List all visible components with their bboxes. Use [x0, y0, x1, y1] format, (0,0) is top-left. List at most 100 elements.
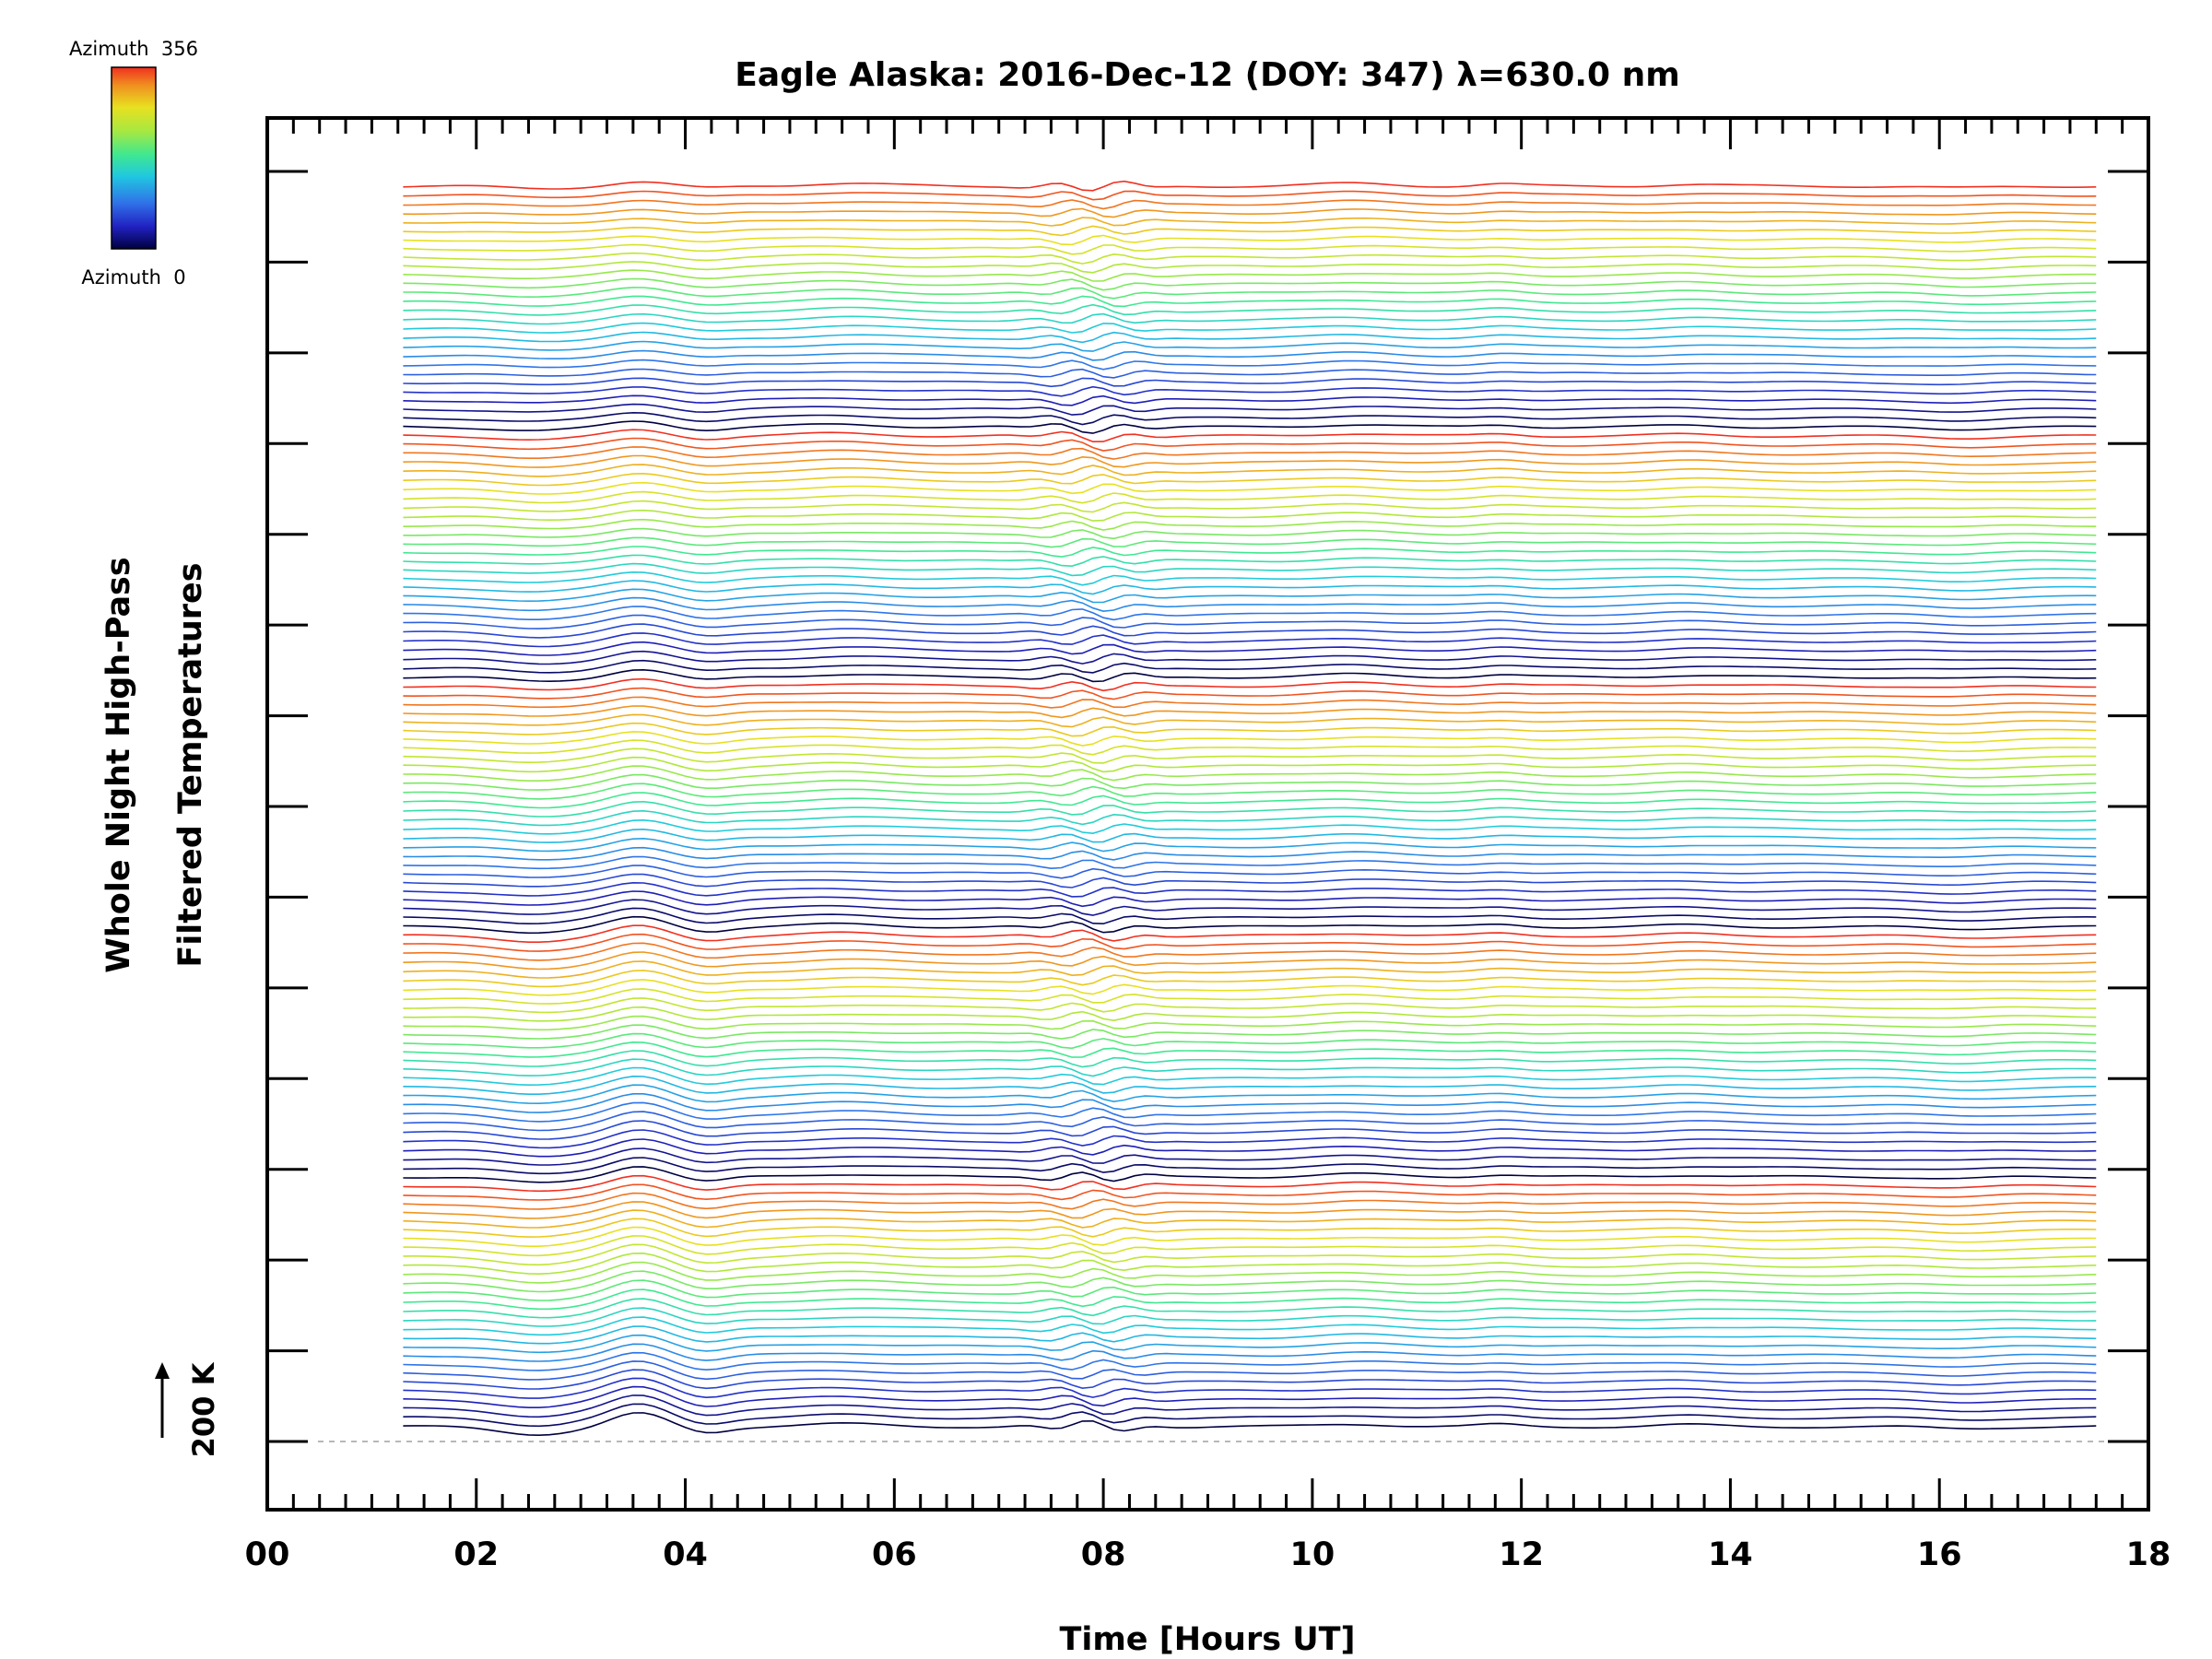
series-line [403, 1385, 2097, 1408]
series-line [403, 1111, 2097, 1132]
series-line [403, 207, 2097, 218]
series-line [403, 252, 2097, 265]
series-line [403, 1288, 2097, 1311]
scale-bar-label: 200 K [186, 1361, 221, 1457]
x-tick-label: 16 [1917, 1536, 1962, 1573]
series-line [403, 454, 2097, 468]
series-line [403, 571, 2097, 586]
x-tick-labels: 00 02 04 06 08 10 12 14 16 18 [245, 1536, 2171, 1573]
series-line [403, 322, 2097, 334]
series-line [403, 960, 2097, 979]
series-line [403, 722, 2097, 737]
series-line [403, 614, 2097, 629]
series-line [403, 1157, 2097, 1175]
series-line [403, 668, 2097, 683]
series-line [403, 659, 2097, 674]
series-line [403, 464, 2097, 477]
series-line [403, 1058, 2097, 1077]
series-line [403, 1138, 2097, 1158]
x-tick-label: 14 [1708, 1536, 1753, 1573]
series-line [403, 536, 2097, 548]
series-line [403, 554, 2097, 568]
series-line [403, 747, 2097, 764]
series-line [403, 368, 2097, 379]
series-line [403, 705, 2097, 719]
series-line [403, 1298, 2097, 1319]
series-line [403, 490, 2097, 504]
series-line [403, 411, 2097, 426]
series-line [403, 828, 2097, 843]
series-line [403, 420, 2097, 434]
series-line [403, 997, 2097, 1014]
x-tick-label: 08 [1081, 1536, 1126, 1573]
series-line [403, 713, 2097, 728]
series-line [403, 518, 2097, 531]
series-line [403, 546, 2097, 558]
series-line [403, 429, 2097, 443]
series-line [403, 287, 2097, 300]
series-line [403, 1394, 2097, 1418]
series-line [403, 846, 2097, 861]
series-line [403, 180, 2097, 192]
series-line [403, 1129, 2097, 1149]
series-line [403, 1218, 2097, 1238]
series-line [403, 225, 2097, 237]
axis-ticks [267, 118, 2148, 1510]
series-line [403, 837, 2097, 853]
series-line [403, 632, 2097, 648]
x-tick-label: 02 [453, 1536, 499, 1573]
series-line [403, 269, 2097, 282]
series-line [403, 606, 2097, 621]
series-line [403, 970, 2097, 988]
x-tick-label: 04 [663, 1536, 708, 1573]
series-line [403, 340, 2097, 352]
series-line [403, 1147, 2097, 1166]
series-line [403, 1015, 2097, 1031]
series-line [403, 890, 2097, 908]
y-axis-label-line1: Whole Night High-Pass [100, 557, 137, 972]
series-line [403, 800, 2097, 818]
series-line [403, 765, 2097, 782]
series-line [403, 437, 2097, 452]
series-line [403, 1183, 2097, 1201]
series-line [403, 596, 2097, 613]
series-line [403, 818, 2097, 835]
x-tick-label: 18 [2126, 1536, 2171, 1573]
series-line [403, 331, 2097, 344]
series-line [403, 924, 2097, 943]
series-line [403, 1412, 2097, 1437]
series-line [403, 1270, 2097, 1293]
series-line [403, 696, 2097, 709]
series-line [403, 472, 2097, 487]
series-line [403, 1093, 2097, 1113]
series-line [403, 933, 2097, 952]
series-line [403, 792, 2097, 809]
series-line [403, 1325, 2097, 1345]
series-line [403, 1369, 2097, 1390]
series-line [403, 303, 2097, 316]
series-line [403, 190, 2097, 201]
series-line [403, 650, 2097, 665]
series-line [403, 979, 2097, 996]
series-line [403, 199, 2097, 210]
series-line [403, 349, 2097, 361]
series-line [403, 915, 2097, 935]
series-line [403, 1252, 2097, 1276]
scale-bar: 200 K [155, 1361, 221, 1457]
series-line [403, 1032, 2097, 1050]
series-line [403, 756, 2097, 773]
series-line [403, 1006, 2097, 1022]
series-line [403, 500, 2097, 513]
series-line [403, 1084, 2097, 1105]
series-line [403, 988, 2097, 1005]
series-line [403, 1209, 2097, 1229]
series-line [403, 942, 2097, 961]
series-line [403, 855, 2097, 870]
series-line [403, 243, 2097, 255]
series-line [403, 562, 2097, 577]
series-line [403, 1041, 2097, 1058]
colorbar-label-top: Azimuth 356 [69, 38, 198, 60]
series-line [403, 773, 2097, 791]
series-line [403, 394, 2097, 406]
series-line [403, 377, 2097, 388]
